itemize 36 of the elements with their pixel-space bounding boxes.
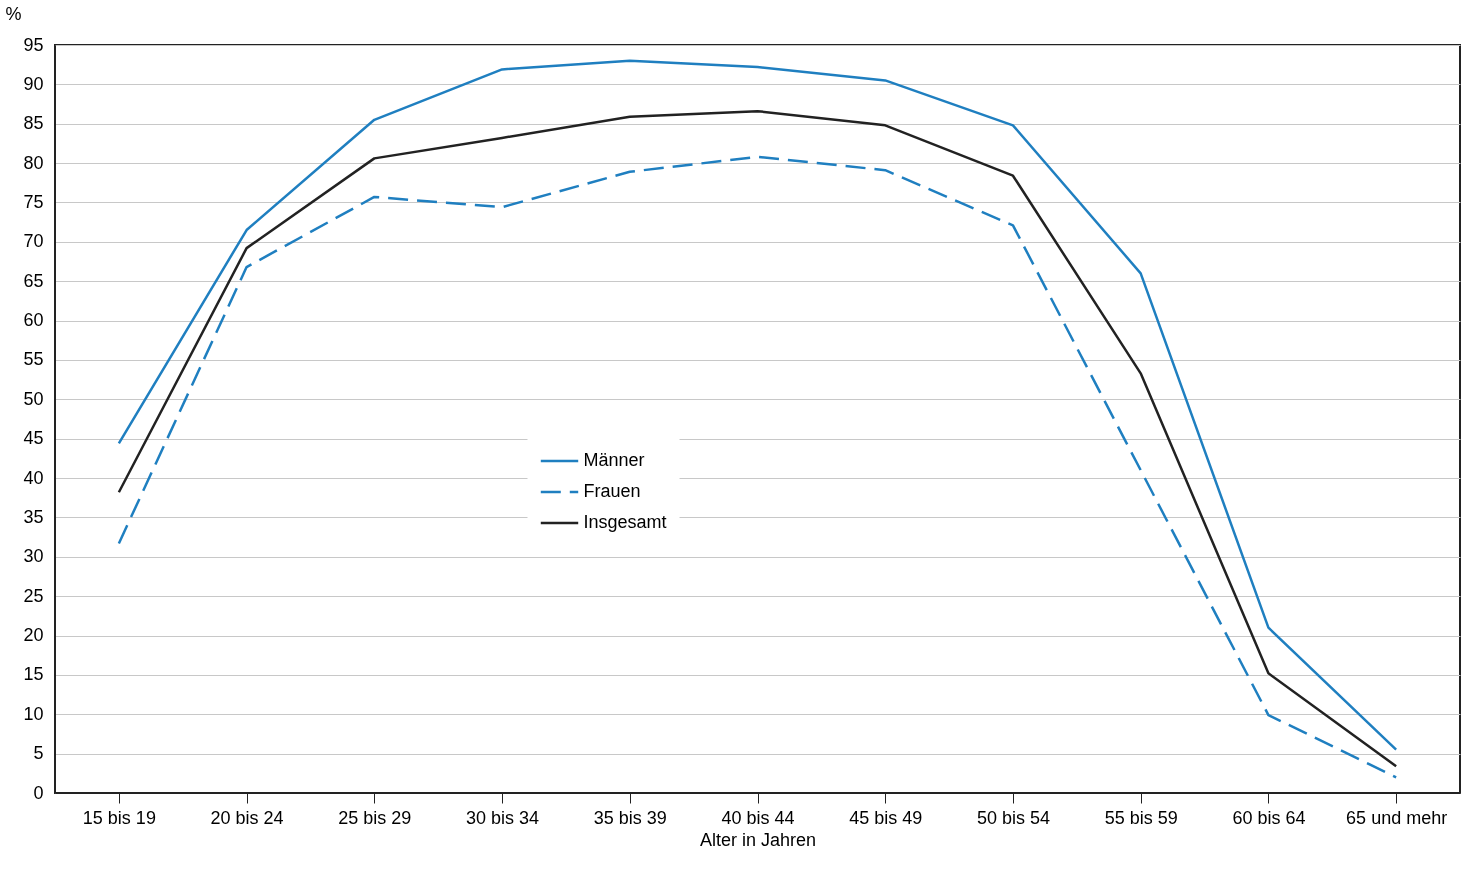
y-tick-label: 45 bbox=[23, 428, 44, 449]
x-tick-label: 35 bis 39 bbox=[593, 807, 667, 828]
x-tick-label: 50 bis 54 bbox=[976, 807, 1050, 828]
y-tick-label: 75 bbox=[23, 191, 44, 212]
y-tick-label: 35 bbox=[23, 506, 44, 527]
y-tick-label: 0 bbox=[33, 782, 44, 803]
y-tick-label: 50 bbox=[23, 388, 44, 409]
y-tick-label: 55 bbox=[23, 349, 44, 370]
y-tick-label: 5 bbox=[33, 743, 44, 764]
y-tick-label: 95 bbox=[23, 34, 44, 55]
y-tick-label: 30 bbox=[23, 546, 44, 567]
x-tick-label: 40 bis 44 bbox=[721, 807, 795, 828]
y-axis-title: % bbox=[5, 3, 22, 24]
legend-label: Insgesamt bbox=[583, 512, 667, 532]
x-tick-label: 30 bis 34 bbox=[466, 807, 540, 828]
y-tick-label: 20 bbox=[23, 625, 44, 646]
y-tick-label: 40 bbox=[23, 467, 44, 488]
x-tick-label: 15 bis 19 bbox=[82, 807, 156, 828]
x-tick-label: 60 bis 64 bbox=[1232, 807, 1306, 828]
x-tick-label: 55 bis 59 bbox=[1104, 807, 1178, 828]
y-tick-label: 60 bbox=[23, 310, 44, 331]
y-tick-label: 25 bbox=[23, 585, 44, 606]
y-tick-label: 80 bbox=[23, 152, 44, 173]
y-tick-label: 65 bbox=[23, 270, 44, 291]
x-tick-label: 20 bis 24 bbox=[210, 807, 284, 828]
legend-label: Frauen bbox=[583, 481, 641, 501]
x-tick-label: 65 und mehr bbox=[1346, 807, 1448, 828]
x-tick-label: 25 bis 29 bbox=[338, 807, 412, 828]
x-tick-label: 45 bis 49 bbox=[849, 807, 923, 828]
y-tick-label: 70 bbox=[23, 231, 44, 252]
y-tick-label: 90 bbox=[23, 73, 44, 94]
y-tick-label: 15 bbox=[23, 664, 44, 685]
legend-label: Männer bbox=[583, 450, 645, 470]
x-axis-title: Alter in Jahren bbox=[699, 829, 817, 850]
y-tick-label: 85 bbox=[23, 113, 44, 134]
y-tick-label: 10 bbox=[23, 703, 44, 724]
